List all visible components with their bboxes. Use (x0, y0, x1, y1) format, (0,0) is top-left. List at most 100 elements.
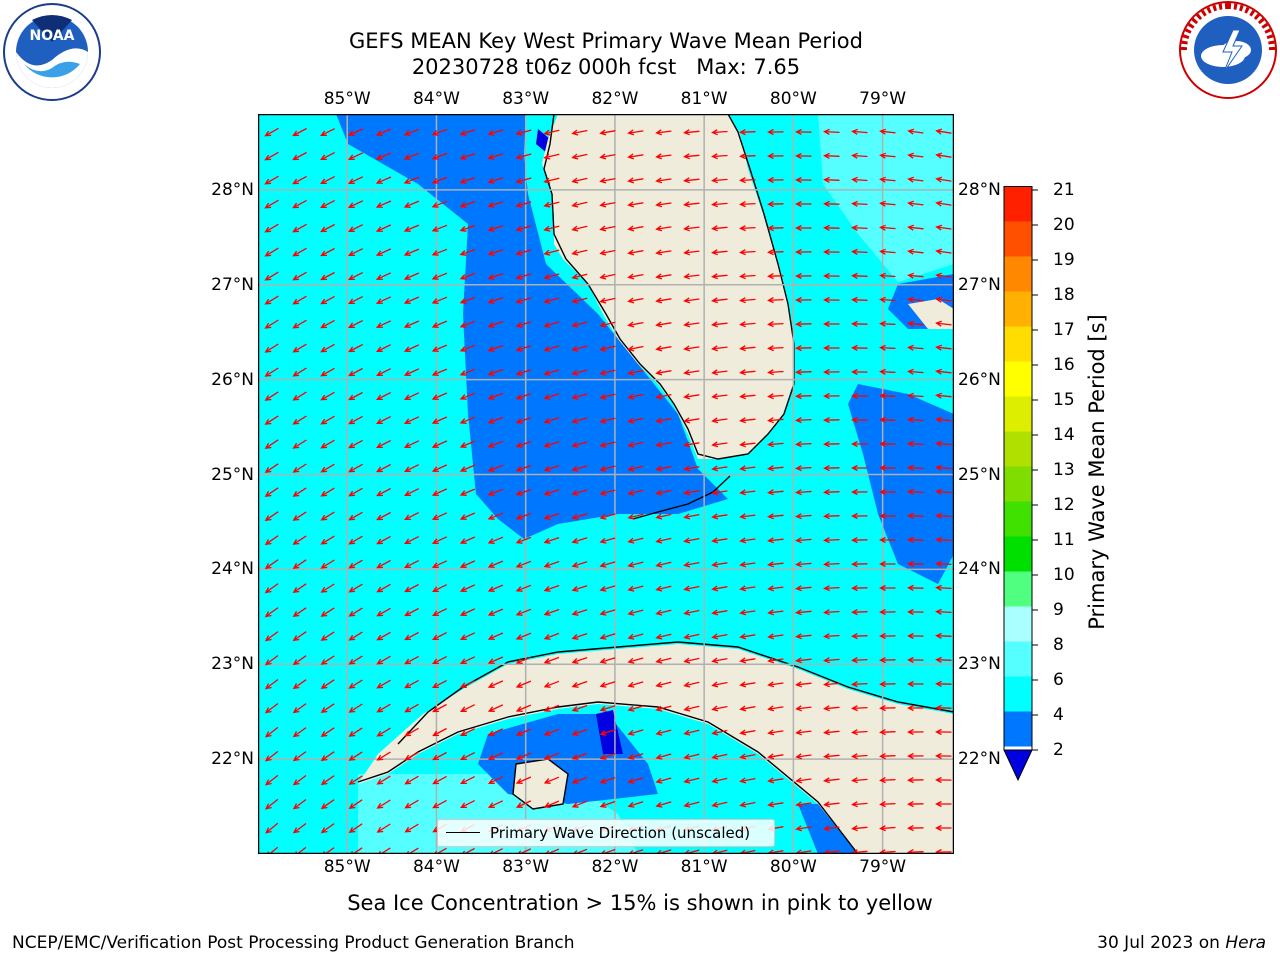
wave-arrow (851, 657, 868, 664)
wave-arrow (879, 464, 896, 471)
wave-arrow (627, 633, 644, 640)
wave-arrow (907, 728, 924, 736)
coastline-florida (543, 114, 795, 460)
wave-arrow (487, 320, 504, 328)
colorbar-tick-label: 8 (1053, 635, 1064, 655)
wave-arrow (767, 152, 784, 160)
wave-arrow (711, 249, 728, 256)
wave-arrow (571, 489, 588, 496)
wave-arrow (739, 537, 756, 544)
wave-arrow (432, 775, 447, 785)
wave-arrow (655, 249, 672, 256)
wave-arrow (348, 535, 363, 545)
wave-arrow (795, 633, 812, 640)
wave-arrow (739, 681, 756, 688)
wave-arrow (711, 681, 728, 688)
wave-arrow (431, 536, 448, 544)
wave-arrow (264, 583, 279, 594)
wave-arrow (431, 176, 448, 184)
wave-arrow (599, 249, 616, 256)
wave-arrow (683, 249, 700, 256)
wave-arrow (879, 392, 896, 399)
wave-arrow (264, 678, 279, 690)
wave-arrow (543, 465, 560, 472)
wave-arrow (739, 321, 756, 328)
wave-arrow (739, 705, 756, 712)
colorbar-tick-label: 12 (1053, 495, 1075, 515)
wave-arrow (571, 800, 588, 808)
wave-arrow (823, 801, 840, 808)
wave-arrow (767, 249, 784, 256)
wave-arrow (795, 200, 812, 208)
wave-arrow (683, 489, 700, 496)
colorbar-tick-label: 13 (1053, 460, 1075, 480)
wave-arrow (348, 439, 363, 449)
wave-arrow (795, 176, 812, 184)
wave-arrow (459, 416, 476, 424)
wave-arrow (851, 537, 868, 544)
coastline-keys (632, 475, 731, 520)
wave-arrow (459, 152, 476, 160)
wave-arrow (711, 513, 728, 520)
wave-arrow (907, 464, 924, 471)
wave-arrow (851, 248, 868, 255)
wave-arrow (935, 728, 952, 736)
wave-arrow (487, 800, 504, 808)
wave-arrow (320, 559, 335, 569)
wave-arrow (907, 560, 924, 567)
wave-arrow (935, 536, 952, 543)
wave-arrow (515, 584, 532, 592)
wave-arrow (655, 177, 672, 184)
wave-arrow (571, 201, 588, 208)
wave-arrow (627, 441, 644, 448)
wave-arrow (403, 488, 419, 496)
wave-arrow (404, 823, 419, 833)
wave-arrow (264, 726, 279, 738)
wave-arrow (320, 415, 335, 425)
wave-arrow (599, 609, 616, 616)
wave-arrow (292, 223, 307, 233)
wave-arrow (459, 680, 476, 688)
wave-arrow (767, 777, 784, 784)
lon-tick-bottom: 82°W (591, 857, 639, 877)
wave-arrow (459, 488, 476, 496)
wave-arrow (767, 657, 784, 664)
wave-arrow (795, 801, 812, 808)
lon-tick-top: 80°W (769, 89, 817, 109)
wave-arrow (935, 176, 952, 183)
wave-arrow (404, 536, 419, 545)
wave-arrow (711, 561, 728, 568)
wave-arrow (264, 559, 279, 570)
wave-arrow (431, 416, 448, 424)
wave-arrow (851, 152, 868, 159)
wave-arrow (907, 296, 924, 303)
wave-arrow (292, 439, 307, 449)
wave-arrow (543, 536, 560, 544)
wave-arrow (292, 511, 307, 521)
wave-arrow (683, 705, 700, 712)
wave-arrow (907, 128, 924, 135)
wave-arrow (683, 753, 700, 760)
wave-direction-arrows (264, 127, 952, 854)
wave-arrow (935, 656, 952, 663)
wave-arrow (823, 200, 840, 207)
wave-arrow (431, 608, 447, 616)
footer-machine: Hera (1225, 933, 1266, 953)
wave-arrow (907, 224, 924, 231)
wave-arrow (767, 729, 784, 736)
wave-arrow (907, 416, 924, 423)
wave-arrow (431, 488, 448, 496)
wave-arrow (431, 152, 448, 160)
wave-arrow (432, 680, 447, 689)
wave-arrow (795, 296, 812, 304)
wave-arrow (767, 465, 784, 472)
wave-arrow (879, 368, 896, 375)
wave-arrow (879, 440, 896, 447)
wave-arrow (627, 705, 644, 712)
wave-arrow (348, 487, 363, 497)
wave-arrow (739, 201, 756, 208)
wave-arrow (711, 417, 728, 424)
wave-arrow (683, 777, 700, 784)
wave-arrow (459, 656, 476, 664)
wave-arrow (460, 752, 475, 761)
